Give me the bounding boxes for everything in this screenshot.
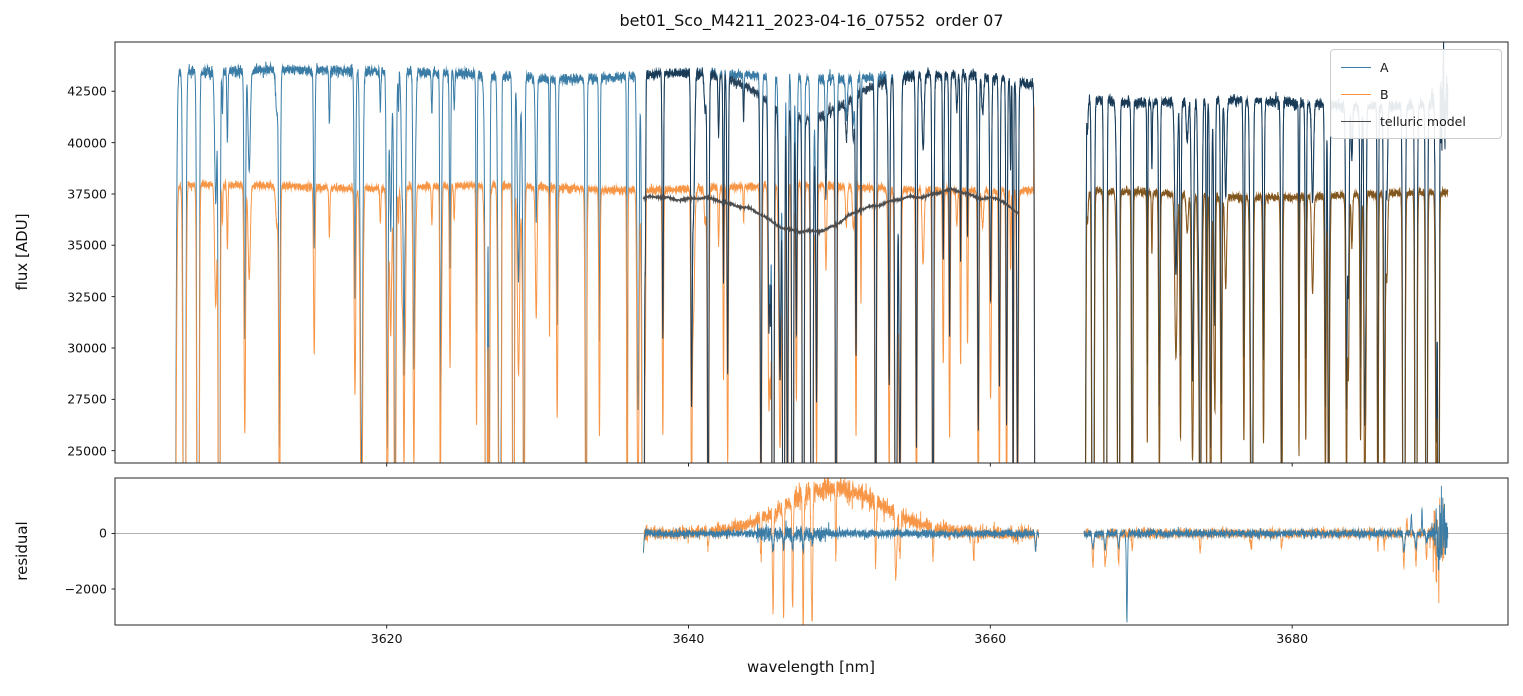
legend-item-b: B bbox=[1341, 85, 1491, 103]
residual-axis-label: residual bbox=[13, 521, 31, 581]
legend-item-telluric-model: telluric model bbox=[1341, 112, 1491, 130]
wavelength-axis-label: wavelength [nm] bbox=[747, 658, 875, 676]
legend-label-b: B bbox=[1380, 86, 1389, 102]
legend-line-sample-a bbox=[1341, 66, 1371, 68]
legend-line-sample-telluric-model bbox=[1341, 120, 1371, 122]
flux-axis-label: flux [ADU] bbox=[13, 213, 31, 291]
legend-label-telluric-model: telluric model bbox=[1380, 113, 1466, 129]
chart-title: bet01_Sco_M4211_2023-04-16_07552 order 0… bbox=[619, 11, 1004, 30]
legend-line-sample-b bbox=[1341, 93, 1371, 95]
legend-label-a: A bbox=[1380, 59, 1389, 75]
legend: A B telluric model bbox=[1330, 49, 1502, 139]
legend-item-a: A bbox=[1341, 58, 1491, 76]
